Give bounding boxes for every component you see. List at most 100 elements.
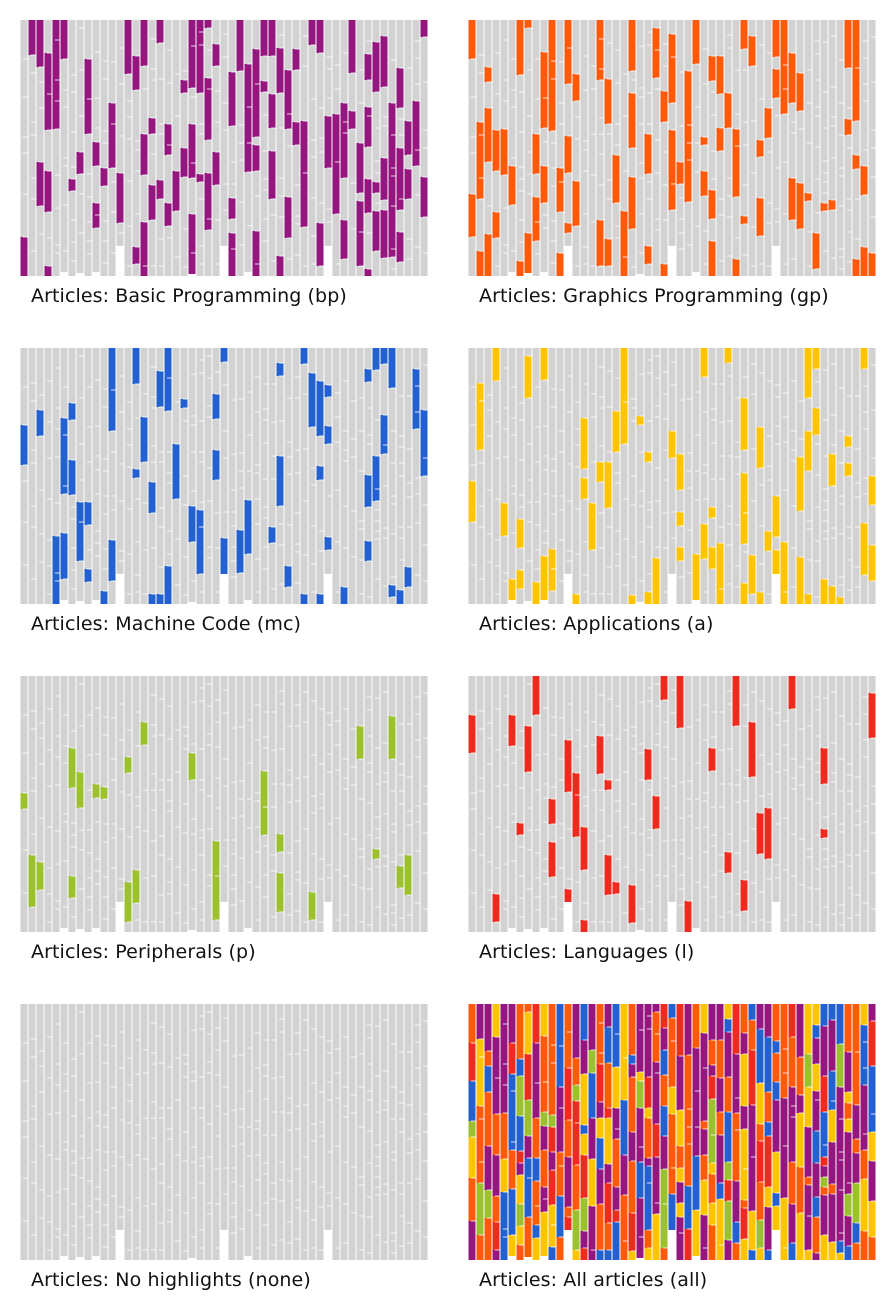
article-block <box>604 462 612 508</box>
article-block <box>828 36 836 87</box>
article-block <box>652 20 660 28</box>
article-block <box>244 348 252 392</box>
article-block <box>100 348 108 389</box>
article-block <box>68 495 76 507</box>
article-block <box>804 759 812 799</box>
article-block <box>356 398 364 431</box>
article-block <box>332 89 340 114</box>
article-block <box>764 436 772 466</box>
article-block <box>68 507 76 519</box>
article-block <box>724 256 732 276</box>
article-block <box>412 348 420 369</box>
article-block <box>252 920 260 932</box>
article-block <box>484 348 492 395</box>
article-block <box>612 780 620 801</box>
article-block <box>60 387 68 418</box>
article-block <box>332 818 340 870</box>
article-block <box>812 444 820 475</box>
article-block <box>820 20 828 42</box>
article-block <box>676 818 684 840</box>
article-block <box>180 71 188 80</box>
article-block <box>476 791 484 834</box>
article-block <box>188 253 196 274</box>
article-block <box>580 676 588 712</box>
article-block <box>108 838 116 868</box>
article-block <box>580 712 588 746</box>
article-block <box>700 412 708 465</box>
article-block <box>724 524 732 545</box>
article-block <box>172 348 180 402</box>
article-block <box>772 754 780 772</box>
article-block <box>724 48 732 93</box>
article-block <box>724 421 732 456</box>
article-block <box>612 155 620 203</box>
article-block <box>796 785 804 839</box>
article-block <box>52 1237 60 1260</box>
article-block <box>716 527 724 543</box>
article-block <box>68 548 76 570</box>
article-block <box>140 676 148 722</box>
article-block <box>68 191 76 220</box>
article-block <box>92 426 100 456</box>
article-block <box>700 740 708 793</box>
article-block <box>228 840 236 854</box>
article-block <box>76 116 84 152</box>
article-block <box>548 877 556 897</box>
article-block <box>580 542 588 575</box>
article-block <box>524 889 532 929</box>
article-block <box>332 214 340 264</box>
article-block <box>572 266 580 276</box>
article-block <box>388 577 396 585</box>
article-block <box>404 20 412 68</box>
article-block <box>804 726 812 759</box>
article-block <box>364 54 372 80</box>
article-block <box>660 722 668 747</box>
article-block <box>20 97 28 137</box>
article-block <box>84 897 92 910</box>
panel-caption: Articles: Basic Programming (bp) <box>31 285 347 307</box>
article-block <box>388 257 396 269</box>
article-block <box>164 882 172 894</box>
article-block <box>316 20 324 53</box>
article-block <box>708 92 716 115</box>
article-block <box>676 526 684 547</box>
article-block <box>828 676 836 692</box>
article-block <box>284 238 292 259</box>
article-block <box>708 835 716 846</box>
article-block <box>492 348 500 381</box>
article-block <box>204 417 212 468</box>
article-block <box>820 676 828 698</box>
article-block <box>748 922 756 932</box>
article-block <box>684 727 692 781</box>
article-block <box>756 198 764 236</box>
article-block <box>492 130 500 171</box>
article-block <box>20 59 28 97</box>
article-block <box>676 126 684 162</box>
panel-p: Articles: Peripherals (p) <box>20 676 428 976</box>
article-block <box>396 855 404 866</box>
article-block <box>540 456 548 470</box>
article-block <box>716 261 724 276</box>
article-block <box>412 757 420 806</box>
article-block <box>524 522 532 561</box>
article-block <box>700 465 708 473</box>
article-block <box>316 922 324 932</box>
article-block <box>756 796 764 813</box>
article-block <box>724 35 732 48</box>
article-block <box>708 547 716 569</box>
article-block <box>308 564 316 592</box>
article-block <box>212 876 220 920</box>
article-block <box>556 348 564 390</box>
article-block <box>740 801 748 841</box>
article-block <box>100 919 108 932</box>
article-block <box>260 569 268 604</box>
article-block <box>756 592 764 604</box>
article-block <box>404 676 412 724</box>
article-block <box>484 490 492 534</box>
article-block <box>828 348 836 364</box>
article-block <box>244 799 252 828</box>
article-block <box>172 913 180 932</box>
article-block <box>316 223 324 266</box>
article-block <box>204 684 212 706</box>
panel-caption: Articles: Peripherals (p) <box>31 941 256 963</box>
